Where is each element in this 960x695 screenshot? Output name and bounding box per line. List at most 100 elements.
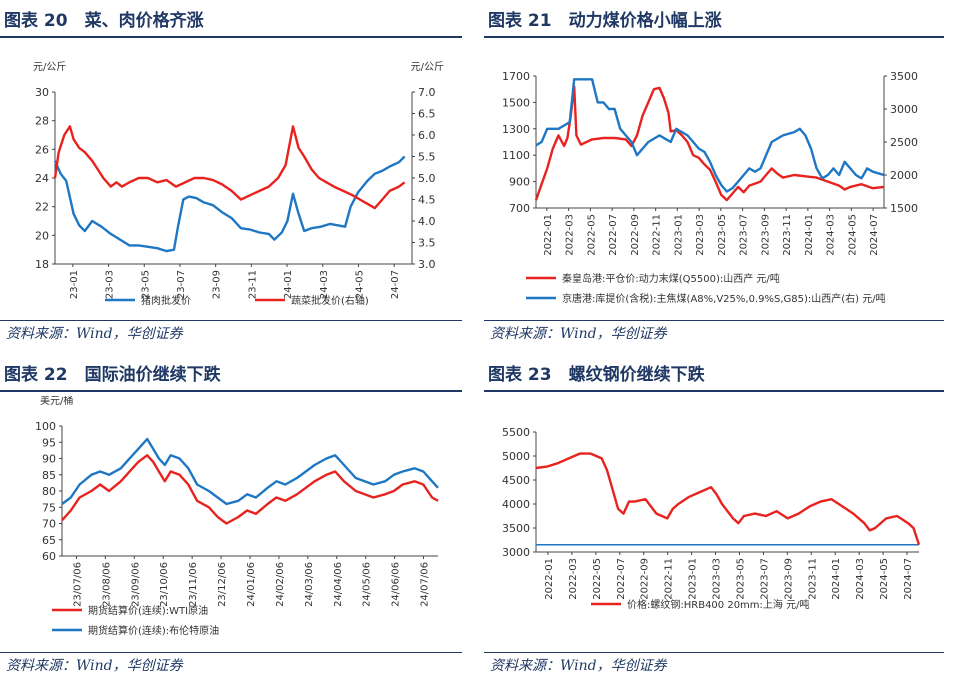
y-right-tick-label: 3.0 [418,258,436,271]
y-tick-label: 28 [35,115,49,128]
x-tick-label: 2024-03 [826,214,837,256]
chart-source: 资料来源：Wind，华创证券 [0,320,462,344]
chart-title: 图表 21 动力煤价格小幅上涨 [484,8,944,38]
x-tick-label: 2022-07 [608,214,619,256]
y-right-tick-label: 6.5 [418,108,436,121]
legend-label: 期货结算价(连续):WTI原油 [88,604,208,617]
x-tick-label: 2023-05 [717,214,728,256]
x-tick-label: 23/08/06 [101,562,112,607]
x-tick-label: 23/11/06 [188,562,199,607]
x-tick-label: 23/12/06 [217,562,228,607]
chart-source: 资料来源：Wind，华创证券 [0,652,462,676]
y-tick-label: 1700 [502,70,530,83]
y-right-tick-label: 3500 [890,70,918,83]
y-right-tick-label: 5.0 [418,172,436,185]
x-tick-label: 23/07/06 [72,562,83,607]
chart-title: 图表 23 螺纹钢价继续下跌 [484,362,944,392]
chart-title: 图表 20 菜、肉价格齐涨 [0,8,462,38]
x-tick-label: 2024-01 [831,558,842,600]
x-tick-label: 24/05/06 [362,562,373,607]
x-tick-label: 24-01 [283,270,294,299]
chart-panel-20: 图表 20 菜、肉价格齐涨 18 20 22 24 26 28 30 3.0 3.5 4.0 4.5… [0,8,462,343]
x-tick-label: 2024-05 [879,558,890,600]
y-tick-label: 70 [42,518,56,531]
x-tick-label: 2023-07 [739,214,750,256]
y-right-tick-label: 5.5 [418,151,436,164]
x-tick-label: 2023-01 [673,214,684,256]
y-tick-label: 90 [42,453,56,466]
x-tick-label: 2023-11 [782,214,793,256]
y-tick-label: 65 [42,534,56,547]
y-tick-label: 95 [42,436,56,449]
legend-label: 秦皇岛港:平仓价:动力末煤(Q5500):山西产 元/吨 [562,272,780,285]
x-tick-label: 2022-05 [586,214,597,256]
x-tick-label: 2022-11 [664,558,675,600]
y-tick-label: 4000 [502,498,530,511]
x-tick-label: 24/07/06 [420,562,431,607]
series-line [53,125,406,210]
x-tick-label: 2022-01 [544,558,555,600]
x-tick-label: 24-07 [390,270,401,299]
y-tick-label: 700 [509,202,530,215]
x-tick-label: 2022-09 [630,214,641,256]
x-tick-label: 23-11 [247,270,258,299]
y-tick-label: 4500 [502,474,530,487]
x-tick-label: 2024-03 [855,558,866,600]
y-tick-label: 5000 [502,450,530,463]
x-tick-label: 2024-07 [903,558,914,600]
x-tick-label: 2024-07 [869,214,880,256]
y-tick-label: 1300 [502,123,530,136]
y-right-tick-label: 2000 [890,169,918,182]
y-tick-label: 18 [35,258,49,271]
legend-label: 猪肉批发价 [141,294,191,307]
y-right-tick-label: 1500 [890,202,918,215]
x-tick-label: 2024-05 [847,214,858,256]
x-tick-label: 24-03 [319,270,330,299]
x-tick-label: 2023-11 [807,558,818,600]
y-axis-label: 元/公斤 [33,61,66,73]
y-tick-label: 26 [35,143,49,156]
x-tick-label: 2022-09 [640,558,651,600]
x-tick-label: 23-03 [105,270,116,299]
chart-panel-22: 图表 22 国际油价继续下跌 60 65 70 75 80 85 90 95 100 美元/桶 23… [0,362,462,692]
x-tick-label: 2023-07 [759,558,770,600]
x-tick-label: 23/09/06 [130,562,141,607]
x-tick-label: 2022-11 [652,214,663,256]
y-tick-label: 60 [42,550,56,563]
y-right-tick-label: 2500 [890,136,918,149]
chart-22-plot: 60 65 70 75 80 85 90 95 100 美元/桶 23/07/06 23/08/06 2… [35,396,439,637]
x-tick-label: 2022-01 [543,214,554,256]
chart-source: 资料来源：Wind，华创证券 [484,652,944,676]
y-right-tick-label: 3000 [890,103,918,116]
y-right-tick-label: 4.5 [418,194,436,207]
y-right-tick-label: 3.5 [418,237,436,250]
x-tick-label: 2022-03 [565,214,576,256]
x-tick-label: 2024-01 [804,214,815,256]
x-tick-label: 24/02/06 [275,562,286,607]
y-tick-label: 80 [42,485,56,498]
series-line [61,454,439,525]
chart-23-plot: 3000 3500 4000 4500 5000 5500 2022-01 2022-03 20… [502,426,921,611]
x-tick-label: 2023-05 [735,558,746,600]
x-tick-label: 2022-03 [568,558,579,600]
y-tick-label: 20 [35,229,49,242]
y-tick-label: 85 [42,469,56,482]
y-tick-label: 24 [35,172,49,185]
y-tick-label: 100 [35,420,56,433]
x-tick-label: 24/04/06 [333,562,344,607]
legend-label: 价格:螺纹钢:HRB400 20mm:上海 元/吨 [627,598,809,611]
x-tick-label: 24/06/06 [391,562,402,607]
chart-panel-23: 图表 23 螺纹钢价继续下跌 3000 3500 4000 4500 5000 5500 2… [484,362,944,692]
chart-20-plot: 18 20 22 24 26 28 30 3.0 3.5 4.0 4.5 5.0 5.5 6.0 6.5 7.… [33,61,444,307]
x-tick-label: 24/01/06 [246,562,257,607]
x-tick-label: 2023-01 [688,558,699,600]
x-tick-label: 2023-03 [712,558,723,600]
y-tick-label: 1100 [502,149,530,162]
y-axis-right-label: 元/公斤 [411,61,444,73]
y-tick-label: 75 [42,501,56,514]
series-line [534,85,885,202]
y-right-tick-label: 6.0 [418,129,436,142]
x-tick-label: 2023-03 [695,214,706,256]
chart-title: 图表 22 国际油价继续下跌 [0,362,462,392]
series-line [61,437,439,506]
